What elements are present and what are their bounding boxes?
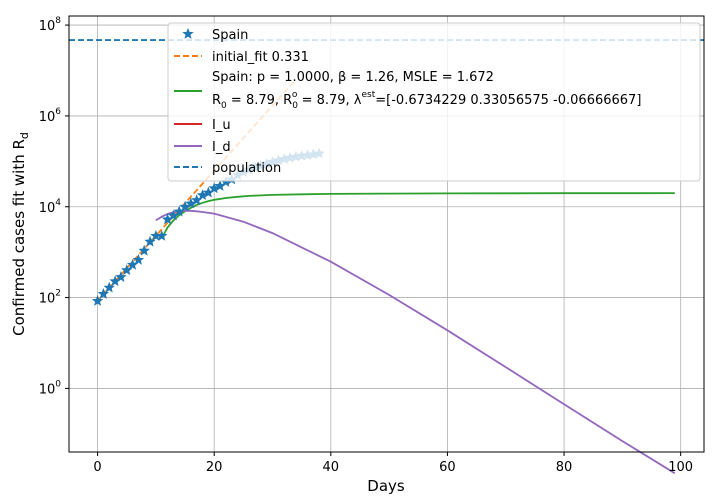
x-tick-label: 100 — [668, 460, 693, 475]
legend-entry-i-d: I_d — [174, 140, 231, 155]
x-tick-label: 40 — [323, 460, 340, 475]
legend-frame — [167, 22, 701, 182]
data-point-spain — [115, 271, 127, 282]
x-tick-label: 80 — [556, 460, 573, 475]
data-point-spain — [179, 200, 191, 212]
data-point-spain — [126, 258, 139, 270]
y-axis: 100 102 104 106 108 — [39, 16, 69, 397]
y-tick-label: 104 — [39, 198, 62, 216]
y-tick-label: 106 — [39, 107, 62, 125]
data-point-spain — [109, 275, 121, 287]
plot-frame — [68, 15, 705, 453]
data-point-spain — [121, 264, 133, 276]
legend-label-fit-line2: R0 = 8.79, R0o = 8.79, λest=[-0.6734229 … — [212, 90, 641, 111]
legend-label-spain: Spain — [212, 28, 248, 43]
legend-entry-spain: Spain — [182, 28, 248, 43]
legend-entry-initial-fit: initial_fit 0.331 — [174, 50, 309, 65]
y-tick-label: 102 — [39, 289, 61, 307]
data-point-spain — [196, 189, 209, 201]
series-i-d — [155, 209, 676, 475]
series-fit — [160, 192, 675, 239]
legend-label-population: population — [212, 161, 281, 176]
data-point-spain — [214, 180, 226, 191]
legend-label-i-d: I_d — [212, 140, 231, 155]
data-point-spain — [132, 253, 145, 265]
legend-star-marker — [182, 28, 194, 39]
y-axis-label: Confirmed cases fit with Rd — [10, 132, 31, 336]
legend-label-fit-line1: Spain: p = 1.0000, β = 1.26, MSLE = 1.67… — [212, 70, 494, 85]
x-tick-label: 0 — [93, 460, 101, 475]
legend-label-initial-fit: initial_fit 0.331 — [212, 50, 309, 65]
data-point-spain — [190, 194, 203, 206]
x-tick-label: 60 — [439, 460, 456, 475]
data-point-spain — [156, 229, 168, 241]
y-tick-label: 100 — [39, 379, 62, 397]
data-point-spain — [202, 186, 215, 198]
data-point-spain — [103, 281, 115, 293]
y-tick-label: 108 — [39, 16, 62, 34]
x-axis: 0 20 40 60 80 100 — [93, 452, 693, 475]
data-point-spain — [150, 229, 162, 241]
data-point-spain — [167, 209, 180, 221]
x-axis-label: Days — [367, 477, 405, 495]
data-point-spain — [185, 197, 197, 209]
data-point-spain — [208, 182, 220, 194]
data-point-spain — [97, 287, 110, 299]
legend-label-i-u: I_u — [212, 118, 231, 133]
data-point-spain — [161, 213, 174, 225]
data-point-spain — [138, 244, 150, 256]
legend-entry-fit: Spain: p = 1.0000, β = 1.26, MSLE = 1.67… — [174, 70, 641, 111]
data-point-spain — [144, 235, 156, 247]
data-point-spain — [91, 295, 104, 306]
legend-entry-population: population — [174, 161, 281, 176]
legend-entry-i-u: I_u — [174, 118, 231, 133]
legend: Spain initial_fit 0.331 Spain: p = 1.000… — [167, 22, 701, 182]
x-tick-label: 20 — [206, 460, 223, 475]
data-point-spain — [173, 205, 185, 217]
